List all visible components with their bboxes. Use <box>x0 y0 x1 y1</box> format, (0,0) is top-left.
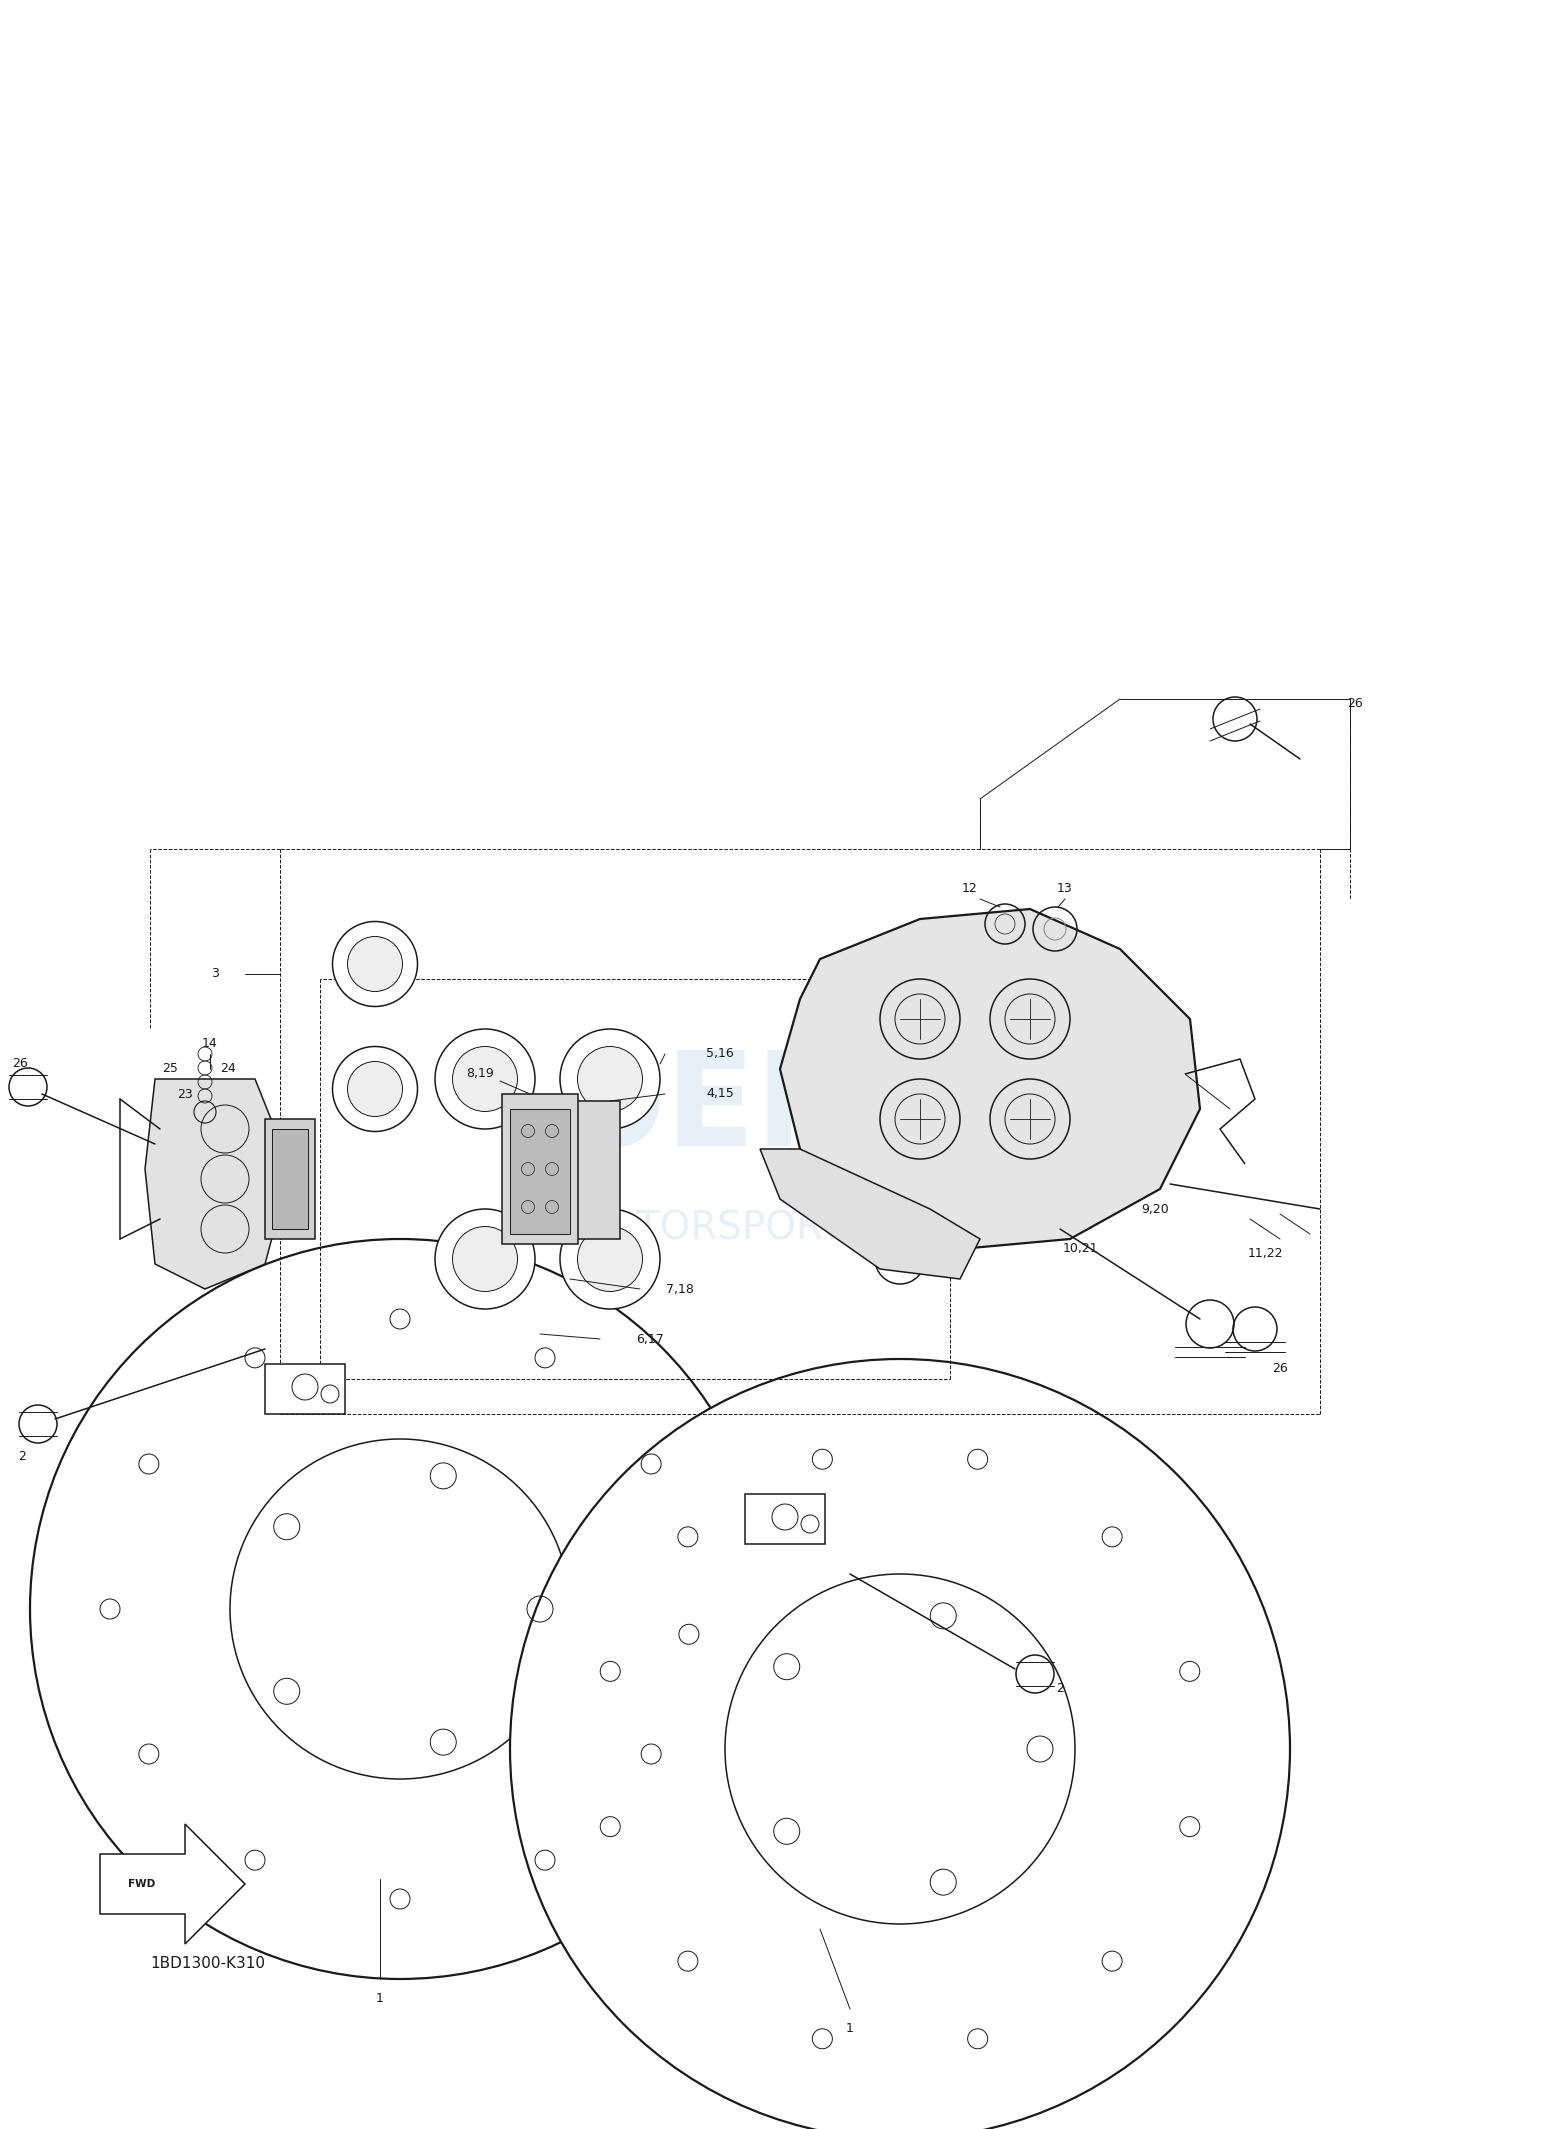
Polygon shape <box>760 1150 981 1280</box>
Ellipse shape <box>435 1028 535 1128</box>
Text: 23: 23 <box>177 1088 193 1101</box>
Text: 11,22: 11,22 <box>1247 1248 1283 1260</box>
Polygon shape <box>265 1365 345 1414</box>
Ellipse shape <box>230 1439 571 1780</box>
Ellipse shape <box>510 1358 1291 2129</box>
Ellipse shape <box>333 922 418 1007</box>
Text: 24: 24 <box>221 1062 236 1075</box>
Text: 1: 1 <box>376 1993 384 2006</box>
Text: 10,21: 10,21 <box>1062 1243 1098 1256</box>
Text: 4,15: 4,15 <box>706 1088 734 1101</box>
Ellipse shape <box>874 1054 925 1105</box>
Text: 26: 26 <box>12 1058 28 1071</box>
Text: 14: 14 <box>202 1037 217 1050</box>
Ellipse shape <box>333 1047 418 1130</box>
Bar <box>271 1128 308 1228</box>
Text: 3: 3 <box>211 967 219 981</box>
Bar <box>265 1120 315 1239</box>
Text: 26: 26 <box>1348 698 1363 711</box>
Ellipse shape <box>578 1047 643 1111</box>
Text: 8,19: 8,19 <box>466 1067 493 1082</box>
Text: 6,17: 6,17 <box>637 1333 665 1346</box>
Polygon shape <box>745 1495 825 1544</box>
Polygon shape <box>780 909 1200 1250</box>
Ellipse shape <box>560 1028 660 1128</box>
Text: 12: 12 <box>962 884 978 896</box>
Ellipse shape <box>874 1235 925 1284</box>
Ellipse shape <box>347 1062 402 1116</box>
Ellipse shape <box>725 1573 1075 1925</box>
Text: 25: 25 <box>162 1062 177 1075</box>
Text: 26: 26 <box>1272 1363 1288 1375</box>
Bar <box>510 1109 571 1235</box>
Ellipse shape <box>578 1226 643 1292</box>
Polygon shape <box>145 1079 285 1288</box>
Text: 7,18: 7,18 <box>666 1282 694 1297</box>
Text: 9,20: 9,20 <box>1141 1203 1169 1216</box>
Text: 13: 13 <box>1058 884 1073 896</box>
Text: 2: 2 <box>19 1450 26 1463</box>
Text: 1: 1 <box>847 2023 854 2035</box>
Text: MOTORSPORTS: MOTORSPORTS <box>572 1209 868 1248</box>
Ellipse shape <box>29 1239 769 1980</box>
Text: 2: 2 <box>1056 1682 1064 1695</box>
Ellipse shape <box>452 1226 518 1292</box>
Polygon shape <box>100 1825 245 1944</box>
Text: 5,16: 5,16 <box>706 1047 734 1060</box>
Ellipse shape <box>452 1047 518 1111</box>
Text: 1BD1300-K310: 1BD1300-K310 <box>150 1957 265 1971</box>
Ellipse shape <box>560 1209 660 1309</box>
Bar <box>555 1101 620 1239</box>
Text: OEM: OEM <box>554 1045 887 1173</box>
Ellipse shape <box>347 937 402 992</box>
Bar <box>503 1094 578 1243</box>
Ellipse shape <box>435 1209 535 1309</box>
Text: FWD: FWD <box>128 1880 156 1888</box>
